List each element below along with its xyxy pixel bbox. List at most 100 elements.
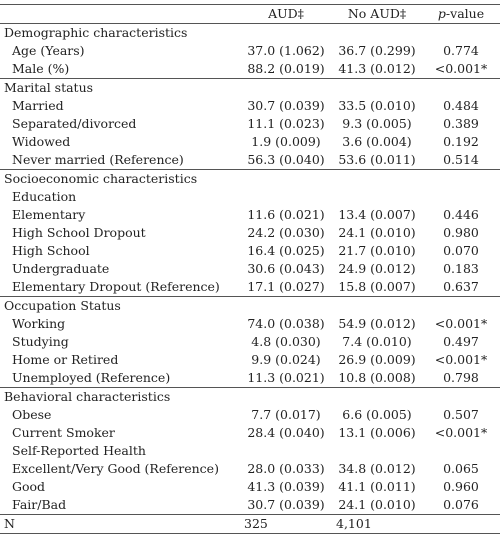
- cell: 16.4 (0.025): [247, 243, 325, 258]
- row-label: Age (Years): [12, 43, 85, 58]
- data-row: Education: [0, 188, 500, 206]
- cell: 0.980: [443, 225, 479, 240]
- row-label: Obese: [12, 407, 52, 422]
- section-title: Occupation Status: [0, 296, 500, 315]
- cell: 4.8 (0.030): [251, 334, 321, 349]
- header-row: AUD‡ No AUD‡ p-value: [0, 4, 500, 24]
- cell: 21.7 (0.010): [338, 243, 416, 258]
- section-title: Behavioral characteristics: [0, 387, 500, 406]
- header-text: No AUD‡: [347, 6, 407, 21]
- row-label: Self-Reported Health: [12, 443, 146, 458]
- cell: 0.076: [443, 497, 479, 512]
- section-row: Behavioral characteristics: [0, 387, 500, 406]
- footer-row: N 325 4,101: [0, 514, 500, 534]
- row-label: High School Dropout: [12, 225, 146, 240]
- data-row: Male (%) 88.2 (0.019) 41.3 (0.012) <0.001*: [0, 60, 500, 79]
- cell: 0.070: [443, 243, 479, 258]
- row-label: High School: [12, 243, 90, 258]
- cell: 0.389: [443, 116, 479, 131]
- section-title: Demographic characteristics: [0, 23, 500, 42]
- cell: 30.7 (0.039): [247, 98, 325, 113]
- row-label: Never married (Reference): [12, 152, 184, 167]
- section-row: Socioeconomic characteristics: [0, 169, 500, 188]
- data-row: Elementary Dropout (Reference) 17.1 (0.02…: [0, 278, 500, 297]
- row-label: Undergraduate: [12, 261, 110, 276]
- row-label: Excellent/Very Good (Reference): [12, 461, 219, 476]
- cell: 34.8 (0.012): [338, 461, 416, 476]
- cell: 36.7 (0.299): [338, 43, 416, 58]
- row-label: N: [0, 514, 240, 534]
- row-label: Male (%): [12, 61, 70, 76]
- cell: 0.637: [443, 279, 479, 294]
- row-label: Home or Retired: [12, 352, 119, 367]
- cell: 37.0 (1.062): [247, 43, 325, 58]
- cell: 30.6 (0.043): [247, 261, 325, 276]
- cell: 0.774: [443, 43, 479, 58]
- row-label: Unemployed (Reference): [12, 370, 171, 385]
- cell: 11.3 (0.021): [247, 370, 325, 385]
- row-label: Fair/Bad: [12, 497, 67, 512]
- cell: 53.6 (0.011): [338, 152, 416, 167]
- cell: 88.2 (0.019): [247, 61, 325, 76]
- data-row: Obese 7.7 (0.017) 6.6 (0.005) 0.507: [0, 406, 500, 424]
- cell: 0.514: [443, 152, 479, 167]
- section-title: Marital status: [0, 78, 500, 97]
- row-label: Elementary: [12, 207, 86, 222]
- cell: 9.3 (0.005): [342, 116, 412, 131]
- results-table: AUD‡ No AUD‡ p-value Demographic characteri…: [0, 4, 500, 534]
- data-row: Elementary 11.6 (0.021) 13.4 (0.007) 0.446: [0, 206, 500, 224]
- cell: 28.0 (0.033): [247, 461, 325, 476]
- data-row: Age (Years) 37.0 (1.062) 36.7 (0.299) 0.774: [0, 42, 500, 60]
- cell: 56.3 (0.040): [247, 152, 325, 167]
- data-row: High School 16.4 (0.025) 21.7 (0.010) 0.070: [0, 242, 500, 260]
- row-label: Widowed: [12, 134, 71, 149]
- header-text: p-value: [437, 6, 485, 21]
- table-body: AUD‡ No AUD‡ p-value Demographic characteri…: [0, 4, 500, 534]
- cell: <0.001*: [434, 425, 488, 440]
- cell: 41.3 (0.012): [338, 61, 416, 76]
- cell: 11.1 (0.023): [247, 116, 325, 131]
- data-row: Studying 4.8 (0.030) 7.4 (0.010) 0.497: [0, 333, 500, 351]
- cell: 17.1 (0.027): [247, 279, 325, 294]
- cell: 7.4 (0.010): [342, 334, 412, 349]
- cell: 10.8 (0.008): [338, 370, 416, 385]
- cell: 74.0 (0.038): [247, 316, 325, 331]
- row-label: Good: [12, 479, 46, 494]
- section-row: Occupation Status: [0, 296, 500, 315]
- cell: 9.9 (0.024): [251, 352, 321, 367]
- cell: 0.507: [443, 407, 479, 422]
- cell: 0.192: [443, 134, 479, 149]
- cell: 54.9 (0.012): [338, 316, 416, 331]
- cell: 0.497: [443, 334, 479, 349]
- header-cell: AUD‡: [240, 4, 332, 24]
- cell: 13.1 (0.006): [338, 425, 416, 440]
- cell: 24.2 (0.030): [247, 225, 325, 240]
- cell: 0.446: [443, 207, 479, 222]
- cell: 11.6 (0.021): [247, 207, 325, 222]
- data-row: Separated/divorced 11.1 (0.023) 9.3 (0.005…: [0, 115, 500, 133]
- data-row: Married 30.7 (0.039) 33.5 (0.010) 0.484: [0, 97, 500, 115]
- cell: <0.001*: [434, 352, 488, 367]
- data-row: Working 74.0 (0.038) 54.9 (0.012) <0.001*: [0, 315, 500, 333]
- data-row: Fair/Bad 30.7 (0.039) 24.1 (0.010) 0.076: [0, 496, 500, 515]
- row-label: Working: [12, 316, 66, 331]
- cell: 0.960: [443, 479, 479, 494]
- cell: 0.065: [443, 461, 479, 476]
- cell: 24.1 (0.010): [338, 497, 416, 512]
- data-row: Good 41.3 (0.039) 41.1 (0.011) 0.960: [0, 478, 500, 496]
- cell: 13.4 (0.007): [338, 207, 416, 222]
- section-row: Demographic characteristics: [0, 23, 500, 42]
- cell: 24.1 (0.010): [338, 225, 416, 240]
- cell: 15.8 (0.007): [338, 279, 416, 294]
- data-row: Self-Reported Health: [0, 442, 500, 460]
- cell: [422, 514, 500, 534]
- cell: 41.1 (0.011): [338, 479, 416, 494]
- cell: 6.6 (0.005): [342, 407, 412, 422]
- data-row: Current Smoker 28.4 (0.040) 13.1 (0.006) <0…: [0, 424, 500, 442]
- cell: 0.484: [443, 98, 479, 113]
- row-label: Elementary Dropout (Reference): [12, 279, 220, 294]
- cell: 0.798: [443, 370, 479, 385]
- row-label: Education: [12, 189, 77, 204]
- data-row: Excellent/Very Good (Reference) 28.0 (0.0…: [0, 460, 500, 478]
